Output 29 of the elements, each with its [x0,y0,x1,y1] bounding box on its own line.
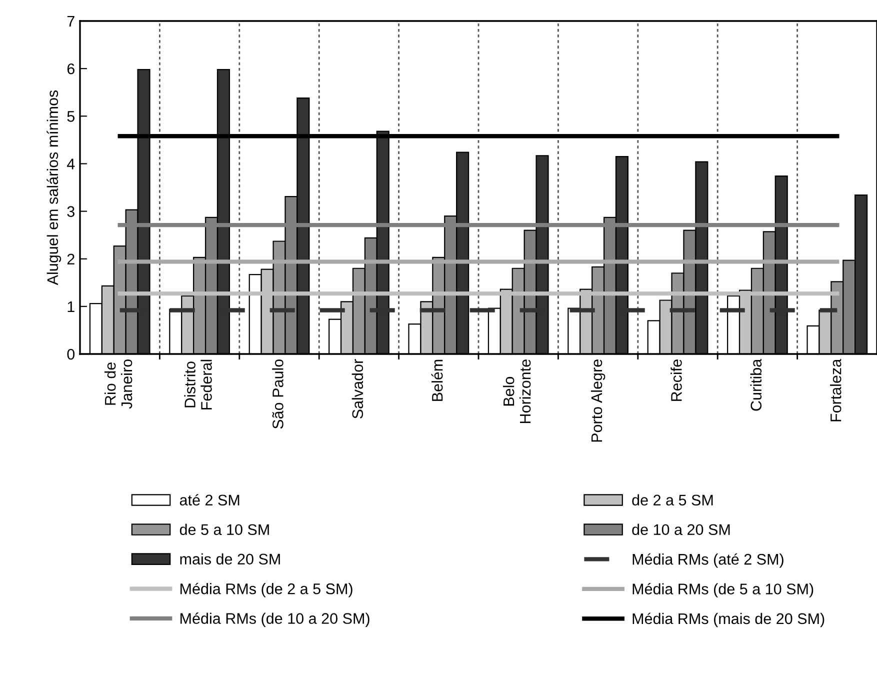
legend-label: Média RMs (até 2 SM) [632,553,784,568]
legend-label: Média RMs (de 5 a 10 SM) [632,583,814,598]
legend-label: mais de 20 SM [180,553,280,565]
legend-label: Média RMs (de 2 a 5 SM) [180,582,352,598]
x-tick-label: Recife [670,360,682,401]
legend-label: de 10 a 20 SM [632,524,730,536]
legend-label: até 2 SM [180,494,240,506]
legend-label: Média RMs (de 10 a 20 SM) [180,612,370,627]
x-tick-label: Distrito Federal [184,360,212,410]
legend-label: Média RMs (mais de 20 SM) [632,612,824,628]
y-tick-label: 5 [67,111,74,122]
x-tick-label: São Paulo [272,360,284,429]
y-tick-label: 1 [68,301,74,312]
y-tick-label: 2 [67,254,74,264]
y-tick-label: 6 [67,63,74,74]
y-tick-label: 3 [67,206,74,217]
x-tick-label: Curitiba [750,358,762,411]
x-tick-label: Salvador [352,359,364,418]
x-tick-label: Fortaleza [830,358,842,422]
legend-label: de 2 a 5 SM [632,494,713,506]
legend-label: de 5 a 10 SM [180,524,269,536]
x-tick-label: Porto Alegre [590,360,606,442]
y-tick-label: 7 [67,16,74,27]
x-tick-label: Belo Horizonte [503,360,531,423]
x-tick-label: Belém [431,360,443,401]
y-axis-title: Aluguel em salários mínimos [46,90,62,286]
y-tick-label: 0 [67,348,75,360]
y-tick-label: 4 [66,158,75,170]
x-tick-label: Rio de Janeiro [104,360,132,409]
